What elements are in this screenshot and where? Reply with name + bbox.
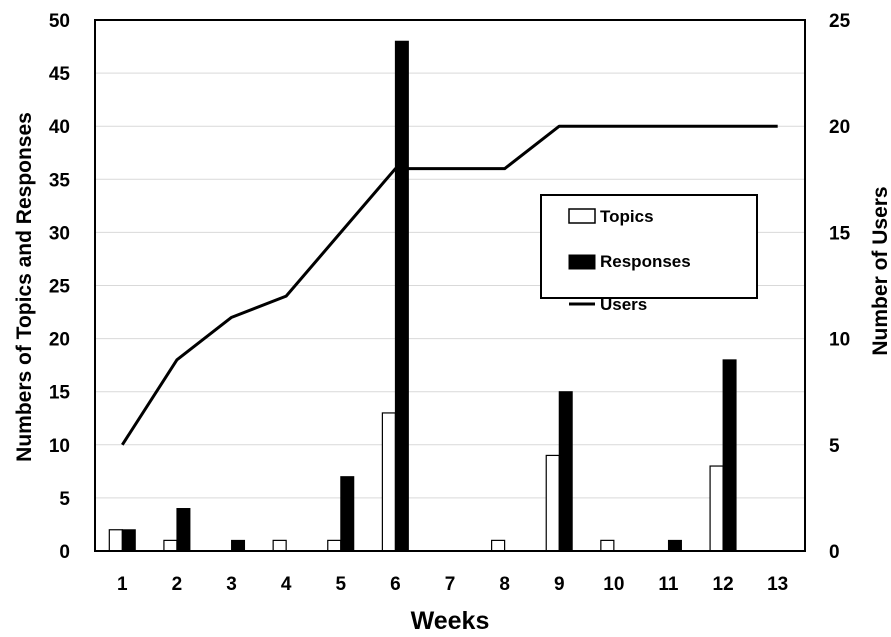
- legend-topics-swatch: [568, 208, 596, 224]
- bar-topics-week-4: [272, 539, 287, 552]
- y-axis-title: Numbers of Topics and Responses: [13, 112, 36, 462]
- y2-tick-label: 5: [829, 436, 840, 457]
- x-tick-label: 1: [117, 574, 128, 595]
- bar-topics-week-1: [108, 529, 123, 552]
- legend-responses-label: Responses: [600, 252, 691, 271]
- bar-topics-week-10: [600, 539, 615, 552]
- y-tick-label: 15: [49, 383, 71, 404]
- y-left-tick-labels: 0 5 10 15 20 25 30 35 40 45 50: [49, 11, 71, 563]
- bar-responses-week-12: [722, 359, 737, 552]
- y2-tick-label: 20: [829, 117, 850, 138]
- y-tick-label: 40: [49, 117, 70, 138]
- bar-responses-week-9: [558, 391, 573, 552]
- y2-tick-label: 10: [829, 330, 850, 351]
- x-tick-labels: 1 2 3 4 5 6 7 8 9 10 11 12 13: [117, 574, 788, 595]
- x-tick-label: 3: [226, 574, 237, 595]
- legend-users-label: Users: [600, 295, 647, 314]
- y-right-tick-labels: 0 5 10 15 20 25: [829, 11, 851, 563]
- y-tick-label: 20: [49, 330, 70, 351]
- bar-topics-week-12: [709, 465, 724, 552]
- users-line: [121, 124, 778, 446]
- y-tick-label: 25: [49, 277, 71, 298]
- y2-tick-label: 25: [829, 11, 851, 32]
- x-tick-label: 9: [554, 574, 565, 595]
- x-tick-label: 10: [603, 574, 624, 595]
- x-tick-label: 7: [445, 574, 456, 595]
- y-tick-label: 0: [59, 542, 70, 563]
- y2-tick-label: 15: [829, 223, 851, 244]
- bar-responses-week-11: [667, 539, 682, 552]
- y-tick-label: 10: [49, 436, 70, 457]
- y2-tick-label: 0: [829, 542, 840, 563]
- y2-axis-title: Number of Users: [869, 186, 891, 355]
- bar-topics-week-5: [327, 539, 342, 552]
- legend-topics-label: Topics: [600, 207, 654, 226]
- x-tick-label: 11: [658, 574, 679, 595]
- bar-responses-week-3: [231, 539, 246, 552]
- x-tick-label: 8: [499, 574, 510, 595]
- bar-topics-week-2: [163, 539, 178, 552]
- y-tick-label: 50: [49, 11, 70, 32]
- y-tick-label: 35: [49, 170, 71, 191]
- x-tick-label: 5: [335, 574, 346, 595]
- x-axis-title: Weeks: [411, 607, 490, 635]
- bar-responses-week-5: [340, 476, 355, 552]
- bar-topics-week-9: [545, 454, 560, 552]
- x-tick-label: 2: [172, 574, 183, 595]
- x-tick-label: 4: [281, 574, 292, 595]
- x-tick-label: 13: [767, 574, 788, 595]
- users-line-layer: [121, 124, 778, 446]
- legend: Topics Responses Users: [540, 194, 758, 314]
- bar-topics-week-8: [491, 539, 506, 552]
- x-tick-label: 12: [713, 574, 734, 595]
- y-tick-label: 30: [49, 223, 70, 244]
- legend-responses-swatch: [568, 254, 596, 270]
- bar-responses-week-2: [176, 508, 191, 552]
- bar-responses-week-1: [121, 529, 136, 552]
- y-tick-label: 45: [49, 64, 71, 85]
- bar-topics-week-6: [381, 412, 396, 552]
- bar-responses-week-6: [394, 40, 409, 552]
- plot-frame: [94, 19, 806, 552]
- x-tick-label: 6: [390, 574, 401, 595]
- y-tick-label: 5: [59, 489, 70, 510]
